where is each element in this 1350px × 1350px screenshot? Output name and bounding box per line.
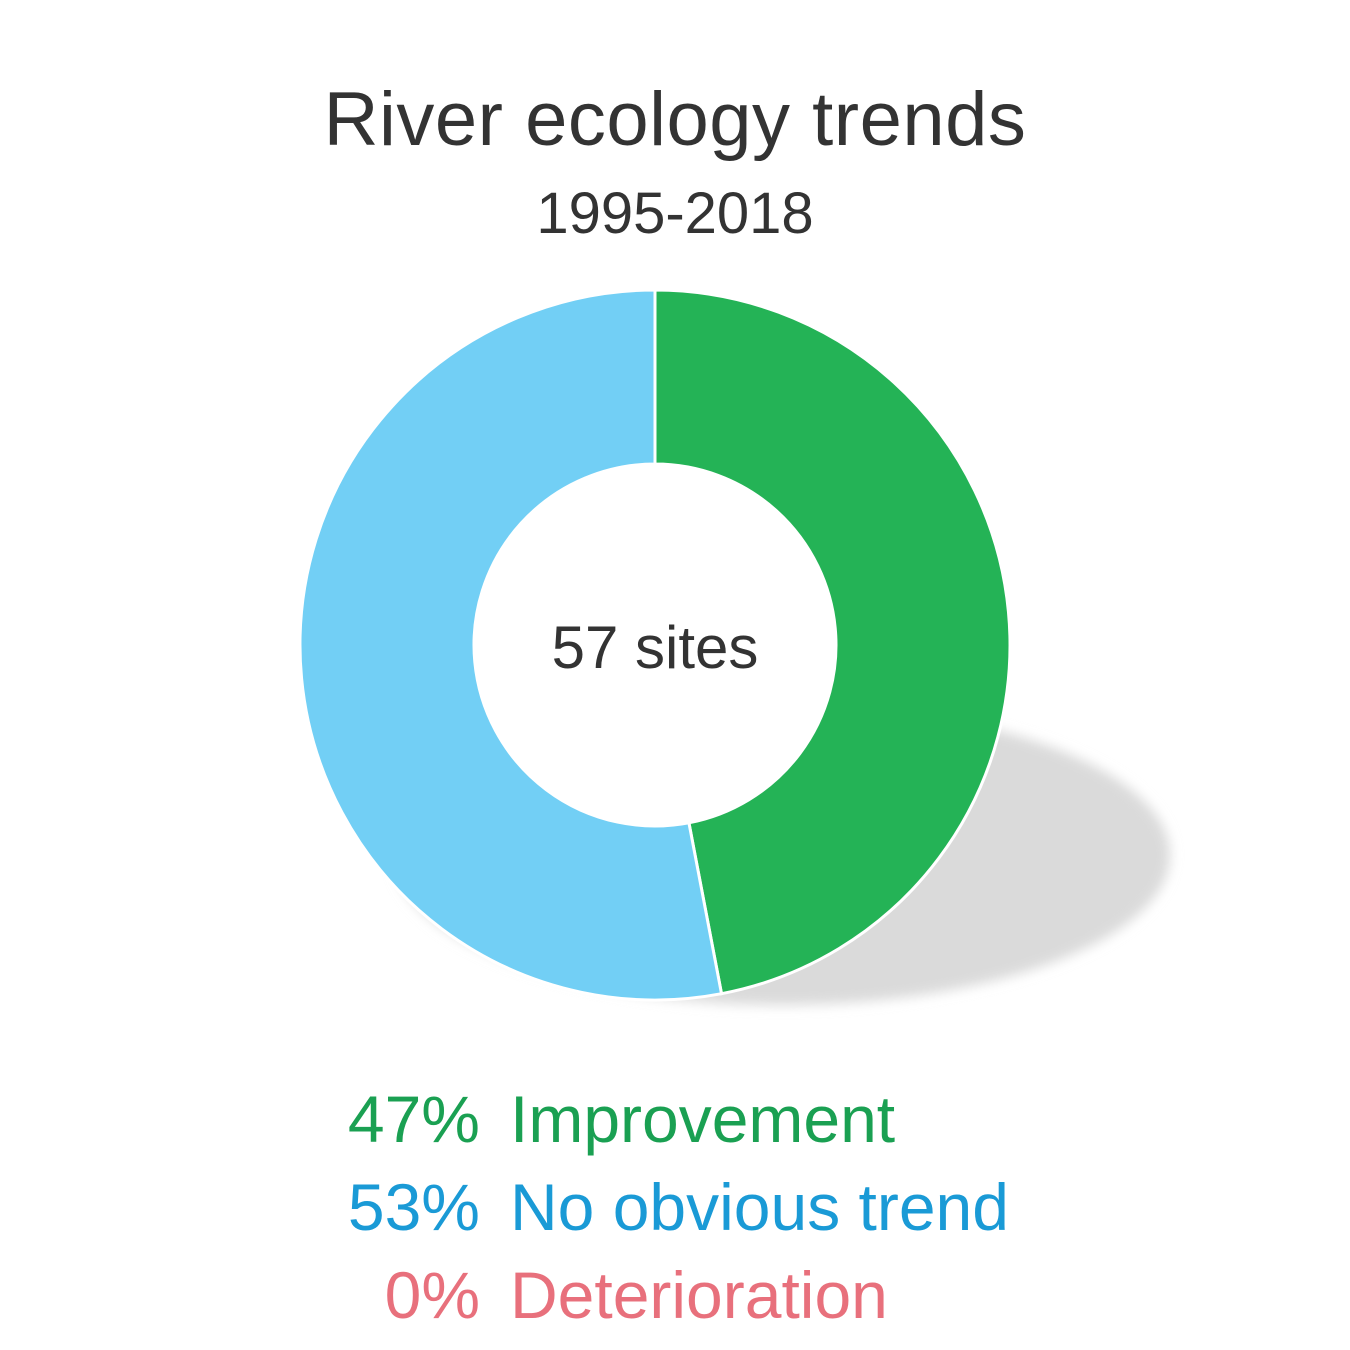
legend-item-no-obvious-trend: 53% No obvious trend bbox=[340, 1163, 1040, 1251]
legend-label: Deterioration bbox=[510, 1258, 888, 1332]
chart-subtitle: 1995-2018 bbox=[536, 181, 814, 246]
chart-title: River ecology trends bbox=[323, 77, 1027, 162]
legend-label: No obvious trend bbox=[510, 1170, 1009, 1244]
center-label: 57 sites bbox=[552, 614, 759, 681]
legend: 47% Improvement 53% No obvious trend 0% Deter… bbox=[340, 1075, 1040, 1339]
legend-label: Improvement bbox=[510, 1082, 896, 1156]
legend-item-deterioration: 0% Deterioration bbox=[340, 1251, 1040, 1339]
legend-percent: 53% bbox=[347, 1170, 480, 1244]
legend-percent: 47% bbox=[347, 1082, 480, 1156]
legend-percent: 0% bbox=[384, 1258, 480, 1332]
legend-item-improvement: 47% Improvement bbox=[340, 1075, 1040, 1163]
donut-hole bbox=[474, 464, 836, 826]
